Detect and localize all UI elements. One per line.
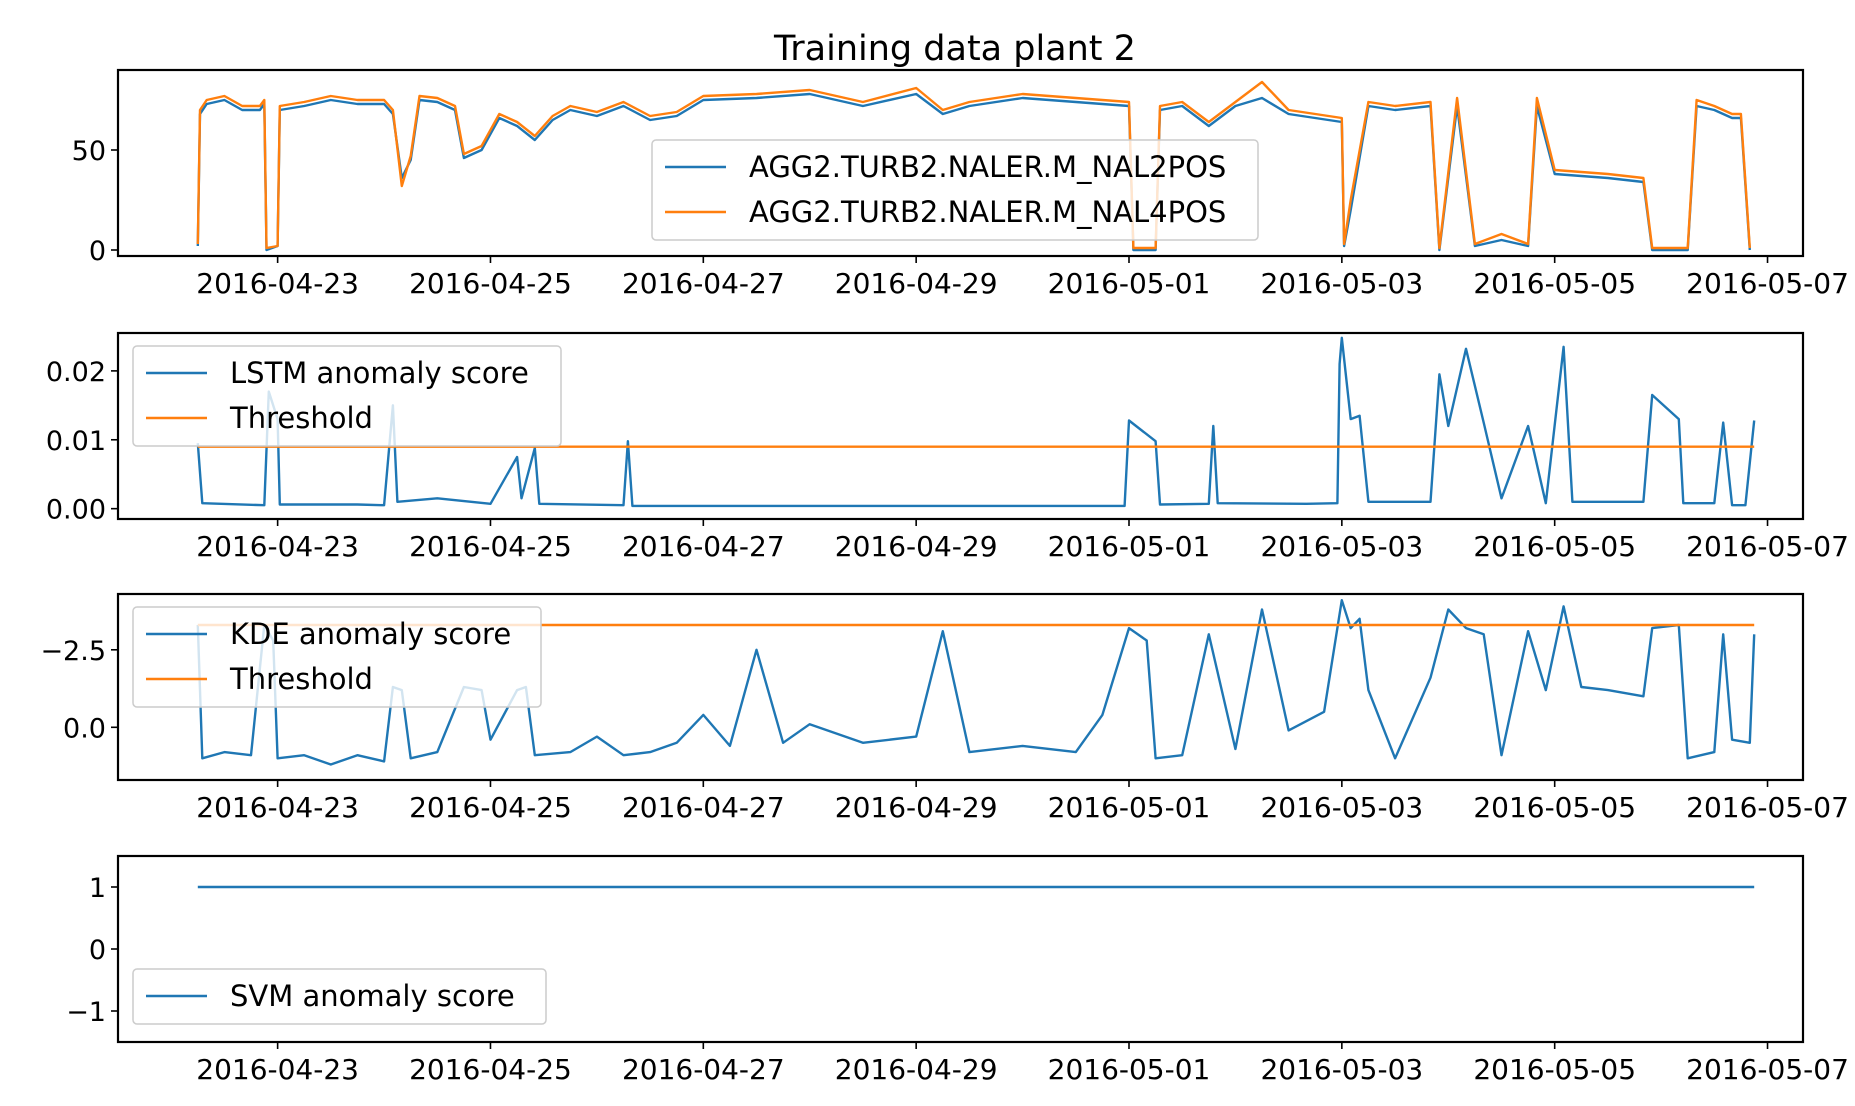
series-line-lstm-anomaly-score	[196, 336, 1756, 508]
x-tick-label: 2016-05-01	[1048, 1053, 1211, 1086]
legend-box	[651, 139, 1259, 241]
legend: SVM anomaly score	[132, 968, 547, 1025]
x-tick-label: 2016-05-01	[1048, 267, 1211, 300]
y-tick-label: −2.5	[40, 636, 106, 667]
x-tick-label: 2016-05-05	[1473, 791, 1636, 824]
legend-label: AGG2.TURB2.NALER.M_NAL4POS	[749, 195, 1226, 229]
legend-label: Threshold	[229, 662, 373, 696]
legend-label: KDE anomaly score	[230, 617, 511, 651]
legend: AGG2.TURB2.NALER.M_NAL2POS AGG2.TURB2.NAL…	[651, 139, 1259, 241]
x-tick-label: 2016-04-27	[622, 530, 785, 563]
x-tick-label: 2016-04-23	[196, 530, 359, 563]
x-tick-label: 2016-04-27	[622, 1053, 785, 1086]
figure-title: Training data plant 2	[773, 29, 1136, 69]
x-tick-label: 2016-04-29	[835, 530, 998, 563]
legend-label: AGG2.TURB2.NALER.M_NAL2POS	[749, 150, 1226, 184]
x-tick-label: 2016-05-07	[1686, 1053, 1849, 1086]
x-tick-label: 2016-04-23	[196, 1053, 359, 1086]
y-tick-label: 0.02	[46, 357, 106, 388]
x-tick-label: 2016-04-25	[409, 530, 572, 563]
x-tick-label: 2016-05-07	[1686, 791, 1849, 824]
panel-4: −1 0 1 2016-04-23 2016-04-25 2016-04-27 2016-0…	[66, 854, 1849, 1086]
x-tick-label: 2016-04-27	[622, 267, 785, 300]
x-tick-label: 2016-04-29	[835, 1053, 998, 1086]
x-tick-label: 2016-04-25	[409, 267, 572, 300]
x-tick-label: 2016-04-25	[409, 791, 572, 824]
legend-box	[132, 345, 562, 447]
x-tick-label: 2016-04-23	[196, 791, 359, 824]
series-line-agg2-turb2-naler-m-nal2pos	[196, 92, 1751, 252]
axes-frame	[116, 331, 1805, 521]
y-tick-label: 0.0	[63, 713, 106, 744]
x-tick-label: 2016-05-05	[1473, 267, 1636, 300]
y-tick-label: −1	[66, 997, 106, 1028]
y-tick-label: 0.00	[46, 495, 106, 526]
x-tick-label: 2016-05-03	[1260, 791, 1423, 824]
legend: KDE anomaly score Threshold	[132, 606, 542, 708]
y-tick-label: 0.01	[46, 426, 106, 457]
x-tick-label: 2016-05-01	[1048, 791, 1211, 824]
y-tick-label: 0	[89, 935, 106, 966]
x-tick-label: 2016-05-01	[1048, 530, 1211, 563]
x-tick-label: 2016-04-25	[409, 1053, 572, 1086]
axes-frame	[116, 68, 1805, 258]
axes-frame	[116, 592, 1805, 782]
legend: LSTM anomaly score Threshold	[132, 345, 562, 447]
legend-box	[132, 606, 542, 708]
x-tick-label: 2016-05-03	[1260, 267, 1423, 300]
legend-label: SVM anomaly score	[230, 979, 515, 1013]
x-tick-label: 2016-04-29	[835, 791, 998, 824]
x-tick-label: 2016-04-27	[622, 791, 785, 824]
x-tick-label: 2016-05-03	[1260, 530, 1423, 563]
x-tick-label: 2016-04-23	[196, 267, 359, 300]
x-tick-label: 2016-05-03	[1260, 1053, 1423, 1086]
panel-3: 0.0 −2.5 2016-04-23 2016-04-25 2016-04-27 201…	[40, 592, 1849, 824]
x-tick-label: 2016-05-05	[1473, 530, 1636, 563]
x-tick-label: 2016-05-07	[1686, 530, 1849, 563]
x-tick-label: 2016-04-29	[835, 267, 998, 300]
legend-label: Threshold	[229, 401, 373, 435]
legend-label: LSTM anomaly score	[230, 356, 529, 390]
y-tick-label: 50	[72, 136, 106, 167]
y-tick-label: 0	[89, 236, 106, 267]
x-tick-label: 2016-05-07	[1686, 267, 1849, 300]
panel-1: 0 50 2016-04-23 2016-04-25 2016-04-27 2016-04…	[72, 68, 1849, 300]
series-line-agg2-turb2-naler-m-nal4pos	[196, 80, 1751, 250]
x-tick-label: 2016-05-05	[1473, 1053, 1636, 1086]
legend-box	[132, 968, 547, 1025]
panel-2: 0.00 0.01 0.02 2016-04-23 2016-04-25 2016-04-…	[46, 331, 1849, 563]
y-tick-label: 1	[89, 873, 106, 904]
